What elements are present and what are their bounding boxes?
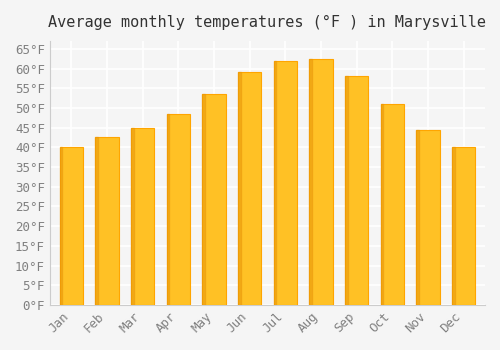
- Bar: [96, 138, 98, 305]
- Bar: [310, 59, 332, 305]
- Bar: [60, 147, 83, 305]
- Bar: [380, 104, 404, 305]
- Bar: [202, 94, 205, 305]
- Title: Average monthly temperatures (°F ) in Marysville: Average monthly temperatures (°F ) in Ma…: [48, 15, 486, 30]
- Bar: [202, 94, 226, 305]
- Bar: [166, 114, 190, 305]
- Bar: [452, 147, 475, 305]
- Bar: [310, 59, 312, 305]
- Bar: [60, 147, 62, 305]
- Bar: [166, 114, 170, 305]
- Bar: [274, 61, 276, 305]
- Bar: [416, 130, 419, 305]
- Bar: [452, 147, 455, 305]
- Bar: [345, 76, 368, 305]
- Bar: [96, 138, 118, 305]
- Bar: [238, 72, 261, 305]
- Bar: [131, 128, 134, 305]
- Bar: [131, 128, 154, 305]
- Bar: [238, 72, 241, 305]
- Bar: [380, 104, 384, 305]
- Bar: [345, 76, 348, 305]
- Bar: [416, 130, 440, 305]
- Bar: [274, 61, 297, 305]
